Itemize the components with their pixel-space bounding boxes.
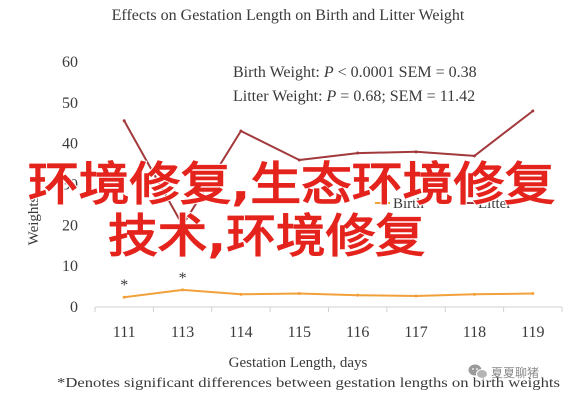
litter-data-point <box>181 223 185 227</box>
x-axis-ticks: 111 113 114 115 116 117 118 119 <box>94 307 563 341</box>
x-tick-label: 117 <box>404 324 427 341</box>
birth-data-point <box>239 292 243 296</box>
annotation-label: Litter Weight: <box>233 88 327 105</box>
x-tick-label: 114 <box>229 324 252 341</box>
overlay-line-2: 技术,环境修复 <box>108 209 425 263</box>
legend-label-birth: Birth <box>393 196 424 212</box>
litter-data-point <box>472 154 476 158</box>
x-tick-label: 113 <box>171 324 194 341</box>
x-axis-label: Gestation Length, days <box>229 355 368 371</box>
birth-data-point <box>297 292 301 296</box>
y-tick-label: 60 <box>62 54 78 71</box>
series-layer <box>122 109 535 299</box>
stat-annotations: Birth Weight: P < 0.0001 SEM = 0.38 Litt… <box>233 64 477 105</box>
y-axis-ticks: 0 10 20 30 40 50 60 <box>62 54 78 316</box>
birth-data-point <box>181 288 185 292</box>
y-tick-label: 30 <box>62 177 78 194</box>
legend: Birth Litter <box>375 196 511 212</box>
wechat-icon <box>468 364 488 379</box>
y-tick-label: 0 <box>70 299 78 316</box>
significance-marker: * <box>179 270 187 287</box>
annotation-symbol: P <box>326 88 337 105</box>
x-tick-label: 111 <box>113 324 136 341</box>
birth-series-line <box>124 288 533 299</box>
birth-data-point <box>122 295 126 299</box>
litter-weight-annotation: Litter Weight: P = 0.68; SEM = 11.42 <box>233 88 475 105</box>
x-tick-label: 116 <box>346 324 369 341</box>
significance-markers: * * <box>120 270 186 294</box>
birth-data-point <box>414 294 418 298</box>
y-tick-label: 40 <box>62 136 78 153</box>
litter-data-point <box>414 150 418 154</box>
annotation-symbol: P <box>323 64 334 81</box>
litter-data-point <box>356 151 360 155</box>
birth-weight-annotation: Birth Weight: P < 0.0001 SEM = 0.38 <box>233 64 477 81</box>
footnote: *Denotes significant differences between… <box>57 376 560 391</box>
annotation-stat: < 0.0001 SEM = 0.38 <box>334 64 477 81</box>
overlay-text: 环境修复,生态环境修复 技术,环境修复 <box>27 156 556 264</box>
birth-data-point <box>531 292 535 296</box>
legend-label-litter: Litter <box>478 196 511 212</box>
birth-data-point <box>472 292 476 296</box>
x-tick-label: 118 <box>463 324 486 341</box>
litter-data-point <box>531 109 535 113</box>
birth-data-point <box>356 293 360 297</box>
overlay-line-1: 环境修复,生态环境修复 <box>28 157 555 211</box>
x-tick-label: 119 <box>521 324 544 341</box>
significance-marker: * <box>120 277 128 294</box>
watermark-text: 夏夏聊猪 <box>491 366 539 380</box>
litter-data-point <box>297 158 301 162</box>
litter-series-line <box>123 110 534 227</box>
litter-data-point <box>122 119 126 123</box>
y-tick-label: 50 <box>62 95 78 112</box>
y-tick-label: 10 <box>62 258 78 275</box>
y-axis-label: Weights <box>26 196 42 245</box>
annotation-stat: = 0.68; SEM = 11.42 <box>336 88 475 105</box>
chart-title: Effects on Gestation Length on Birth and… <box>112 7 465 24</box>
x-tick-label: 115 <box>288 324 311 341</box>
y-tick-label: 20 <box>62 217 78 234</box>
annotation-label: Birth Weight: <box>233 64 324 81</box>
litter-data-point <box>239 129 243 133</box>
watermark: 夏夏聊猪 <box>468 364 539 380</box>
